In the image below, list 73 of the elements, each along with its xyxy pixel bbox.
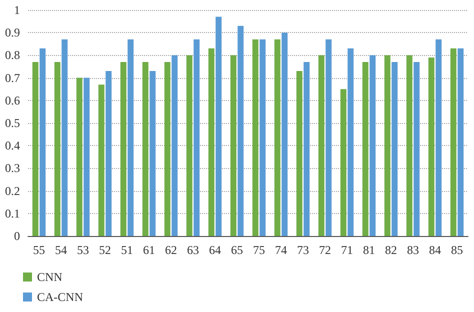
x-tick-label: 85 <box>451 243 463 257</box>
x-tick-label: 74 <box>275 243 287 257</box>
x-tick-label: 62 <box>165 243 177 257</box>
x-tick-label: 83 <box>407 243 419 257</box>
bar <box>84 78 90 236</box>
bar <box>208 48 214 236</box>
x-tick-label: 65 <box>231 243 243 257</box>
x-tick-label: 73 <box>297 243 309 257</box>
y-tick-label: 0.5 <box>5 116 20 130</box>
y-tick-label: 0.6 <box>5 93 20 108</box>
x-tick-label: 63 <box>187 243 199 257</box>
y-tick-label: 1 <box>14 3 20 17</box>
bar <box>392 62 398 236</box>
x-tick-label: 71 <box>341 243 353 257</box>
bar <box>304 62 310 236</box>
bar <box>216 16 222 236</box>
x-tick-label: 53 <box>77 243 89 257</box>
bar <box>296 71 302 236</box>
x-tick-label: 61 <box>143 243 155 257</box>
y-tick-label: 0.8 <box>5 48 20 62</box>
y-tick-label: 0.7 <box>5 70 20 85</box>
x-tick-label: 51 <box>121 243 133 257</box>
bar <box>142 62 148 236</box>
y-tick-label: 0.2 <box>5 184 20 198</box>
bar <box>186 55 192 236</box>
bar <box>274 39 280 236</box>
bar <box>370 55 376 236</box>
x-tick-label: 75 <box>253 243 265 257</box>
bar <box>32 62 38 236</box>
bar <box>326 39 332 236</box>
bar <box>414 62 420 236</box>
bar <box>362 62 368 236</box>
y-tick-label: 0.4 <box>5 138 20 153</box>
bar <box>98 84 104 236</box>
bar <box>406 55 412 236</box>
bar <box>348 48 354 236</box>
bar <box>252 39 258 236</box>
bar <box>458 48 464 236</box>
x-tick-label: 82 <box>385 243 397 257</box>
legend-label: CNN <box>37 270 63 284</box>
x-tick-label: 55 <box>33 243 45 257</box>
bar <box>260 39 266 236</box>
bar <box>120 62 126 236</box>
legend-label: CA-CNN <box>37 290 84 304</box>
x-tick-label: 52 <box>99 243 111 257</box>
bar <box>436 39 442 236</box>
bar <box>340 89 346 236</box>
bar <box>238 26 244 236</box>
bar <box>150 71 156 236</box>
bar <box>54 62 60 236</box>
bar <box>450 48 456 236</box>
x-tick-label: 64 <box>209 243 221 257</box>
bar <box>384 55 390 236</box>
x-tick-label: 54 <box>55 243 67 257</box>
y-tick-label: 0.1 <box>5 206 20 220</box>
bar <box>428 57 434 236</box>
bar <box>76 78 82 236</box>
x-tick-label: 72 <box>319 243 331 257</box>
bar <box>230 55 236 236</box>
bar <box>106 71 112 236</box>
bar <box>40 48 46 236</box>
bar <box>164 62 170 236</box>
y-tick-label: 0.3 <box>5 161 20 176</box>
bar <box>62 39 68 236</box>
y-tick-label: 0 <box>14 229 20 243</box>
bar <box>128 39 134 236</box>
x-tick-label: 81 <box>363 243 375 257</box>
bar <box>282 32 288 236</box>
y-tick-label: 0.9 <box>5 26 20 40</box>
bar <box>194 39 200 236</box>
bar <box>172 55 178 236</box>
x-tick-label: 84 <box>429 243 441 257</box>
bar <box>318 55 324 236</box>
